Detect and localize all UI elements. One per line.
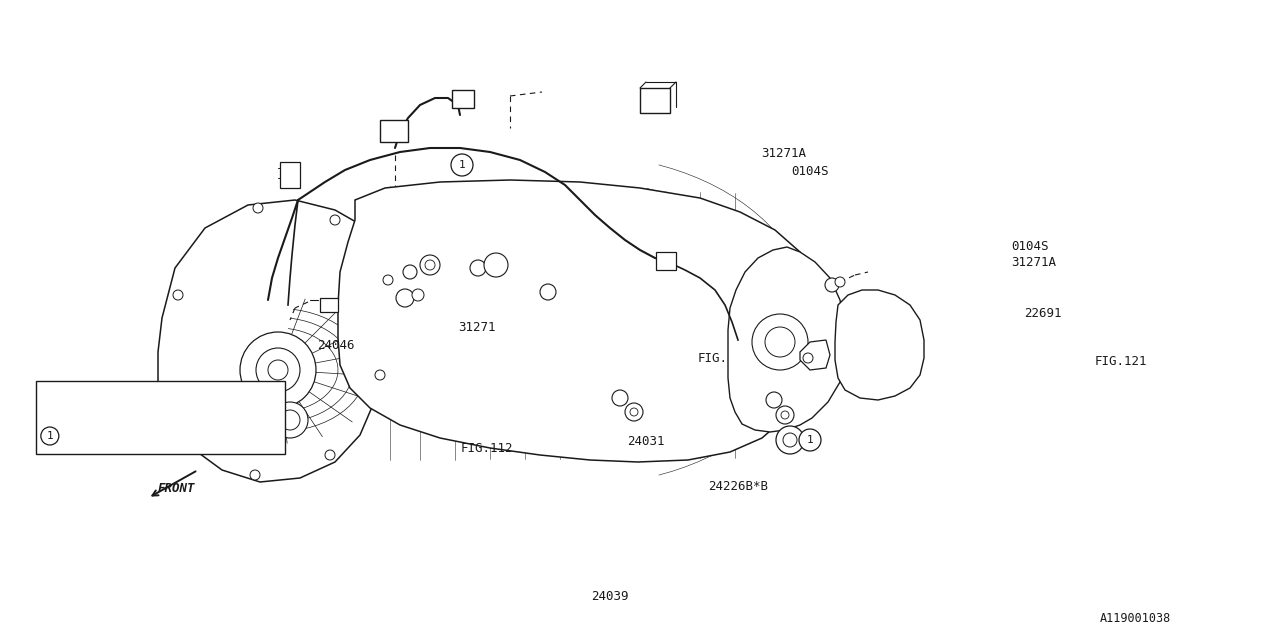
Circle shape bbox=[630, 408, 637, 416]
Circle shape bbox=[625, 403, 643, 421]
Text: 0104S: 0104S bbox=[1011, 240, 1048, 253]
Circle shape bbox=[425, 260, 435, 270]
Circle shape bbox=[470, 260, 486, 276]
Circle shape bbox=[451, 154, 474, 176]
Bar bbox=[657, 252, 676, 270]
Circle shape bbox=[280, 410, 300, 430]
Text: W120015: W120015 bbox=[68, 393, 118, 406]
Circle shape bbox=[776, 406, 794, 424]
Circle shape bbox=[835, 277, 845, 287]
Circle shape bbox=[753, 314, 808, 370]
Circle shape bbox=[268, 360, 288, 380]
Text: 1: 1 bbox=[806, 435, 813, 445]
Circle shape bbox=[170, 385, 180, 395]
Text: FRONT: FRONT bbox=[157, 481, 196, 495]
Circle shape bbox=[383, 275, 393, 285]
Circle shape bbox=[826, 278, 838, 292]
Text: 22691: 22691 bbox=[1024, 307, 1061, 320]
Circle shape bbox=[325, 450, 335, 460]
Text: 24226B*A: 24226B*A bbox=[68, 429, 125, 442]
Text: 24226B*B: 24226B*B bbox=[708, 480, 768, 493]
Circle shape bbox=[765, 327, 795, 357]
Bar bbox=[280, 162, 300, 188]
Circle shape bbox=[375, 370, 385, 380]
Circle shape bbox=[420, 255, 440, 275]
Polygon shape bbox=[835, 290, 924, 400]
Text: 1: 1 bbox=[46, 431, 54, 441]
Text: (-0703): (-0703) bbox=[188, 429, 238, 442]
Text: 24039: 24039 bbox=[591, 590, 628, 603]
Bar bbox=[640, 88, 669, 113]
Circle shape bbox=[253, 203, 262, 213]
Polygon shape bbox=[157, 200, 396, 482]
Circle shape bbox=[776, 426, 804, 454]
Circle shape bbox=[241, 332, 316, 408]
Bar bbox=[36, 381, 285, 454]
Circle shape bbox=[612, 390, 628, 406]
Text: 31271A: 31271A bbox=[762, 147, 806, 160]
Circle shape bbox=[781, 411, 788, 419]
Circle shape bbox=[765, 392, 782, 408]
Circle shape bbox=[41, 427, 59, 445]
Circle shape bbox=[250, 470, 260, 480]
Bar bbox=[320, 298, 338, 312]
Circle shape bbox=[403, 265, 417, 279]
Circle shape bbox=[783, 433, 797, 447]
Circle shape bbox=[803, 353, 813, 363]
Circle shape bbox=[396, 289, 413, 307]
Polygon shape bbox=[800, 340, 829, 370]
Circle shape bbox=[273, 402, 308, 438]
Circle shape bbox=[180, 440, 189, 450]
Bar bbox=[452, 90, 474, 108]
Text: 31271A: 31271A bbox=[1011, 256, 1056, 269]
Text: 24046: 24046 bbox=[317, 339, 355, 352]
Circle shape bbox=[173, 290, 183, 300]
Text: 31271: 31271 bbox=[458, 321, 495, 334]
Text: (0703-): (0703-) bbox=[188, 393, 238, 406]
Polygon shape bbox=[728, 247, 845, 432]
Circle shape bbox=[256, 348, 300, 392]
Text: A119001038: A119001038 bbox=[1100, 611, 1171, 625]
Circle shape bbox=[484, 253, 508, 277]
Circle shape bbox=[412, 289, 424, 301]
Text: 24031: 24031 bbox=[627, 435, 664, 448]
Circle shape bbox=[799, 429, 820, 451]
Text: 0104S: 0104S bbox=[791, 165, 828, 178]
Polygon shape bbox=[338, 180, 815, 462]
Text: FIG.112: FIG.112 bbox=[698, 352, 750, 365]
Text: FIG.112: FIG.112 bbox=[461, 442, 513, 454]
Circle shape bbox=[330, 215, 340, 225]
Text: FIG.121: FIG.121 bbox=[1094, 355, 1147, 368]
Circle shape bbox=[540, 284, 556, 300]
Bar bbox=[380, 120, 408, 142]
Text: 1: 1 bbox=[458, 160, 466, 170]
